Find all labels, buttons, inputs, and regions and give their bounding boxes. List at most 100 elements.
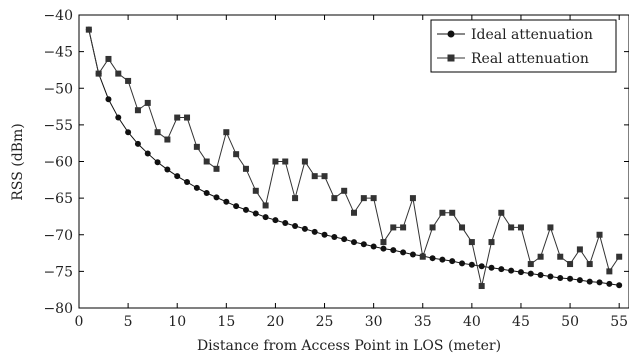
data-point	[478, 263, 485, 270]
y-tick-label: −45	[43, 45, 73, 61]
data-point	[193, 143, 200, 150]
x-axis-title: Distance from Access Point in LOS (meter…	[197, 338, 501, 354]
data-point	[292, 222, 299, 229]
data-point	[468, 261, 475, 268]
data-point	[301, 158, 308, 165]
data-point	[498, 209, 505, 216]
x-tick-label: 35	[414, 314, 432, 330]
legend-item: Ideal attenuation	[437, 27, 593, 43]
data-point	[105, 96, 112, 103]
data-point	[459, 260, 466, 267]
data-point	[341, 236, 348, 243]
data-point	[567, 261, 574, 268]
data-point	[125, 129, 132, 136]
x-tick-label: 15	[217, 314, 235, 330]
legend-box	[430, 19, 617, 73]
y-tick-label: −40	[43, 8, 73, 24]
data-point	[596, 231, 603, 238]
series-ideal	[85, 26, 623, 289]
data-point	[351, 209, 357, 216]
data-point	[154, 129, 161, 136]
data-point	[537, 272, 544, 279]
data-point	[439, 209, 446, 216]
data-point	[341, 187, 348, 194]
data-point	[616, 282, 623, 289]
y-tick-label: −60	[43, 155, 73, 171]
data-point	[233, 203, 240, 210]
y-tick-label: −70	[43, 228, 73, 244]
x-tick-label: 20	[267, 314, 285, 330]
data-point	[282, 220, 289, 227]
data-point	[439, 256, 446, 263]
data-point	[429, 224, 436, 231]
x-tick-label: 45	[512, 314, 530, 330]
data-point	[616, 253, 623, 260]
data-point	[115, 70, 122, 77]
legend-item: Real attenuation	[437, 51, 589, 67]
data-point	[576, 246, 583, 253]
data-point	[478, 283, 485, 290]
x-tick-label: 50	[561, 314, 579, 330]
data-point	[184, 114, 191, 121]
data-point	[105, 55, 112, 62]
data-point	[419, 253, 426, 260]
data-point	[203, 189, 210, 196]
data-point	[390, 247, 397, 254]
y-axis: −80 −75 −70 −65 −60 −55 −50 −45 −40	[43, 8, 629, 317]
data-point	[272, 158, 279, 165]
data-point	[321, 173, 328, 180]
data-point	[223, 129, 230, 136]
y-tick-label: −50	[43, 81, 73, 97]
x-tick-label: 40	[463, 314, 481, 330]
data-point	[134, 140, 141, 147]
data-point	[370, 195, 377, 202]
data-point	[223, 198, 230, 205]
data-point	[321, 231, 328, 238]
data-point	[380, 245, 387, 252]
data-point	[409, 251, 416, 258]
data-point	[262, 202, 269, 209]
data-point	[488, 239, 495, 246]
legend-marker	[447, 30, 455, 38]
data-point	[517, 269, 524, 276]
data-point	[154, 159, 161, 166]
data-point	[449, 258, 456, 265]
data-point	[360, 195, 367, 202]
y-tick-label: −75	[43, 264, 73, 280]
data-point	[360, 241, 367, 248]
data-point	[134, 107, 141, 114]
data-point	[184, 179, 191, 186]
data-point	[606, 268, 613, 275]
data-point	[144, 99, 151, 106]
data-point	[351, 239, 357, 246]
data-point	[272, 217, 279, 224]
data-point	[282, 158, 289, 165]
data-point	[517, 224, 524, 231]
data-point	[262, 214, 269, 221]
data-point	[301, 225, 308, 232]
data-point	[596, 279, 603, 286]
y-tick-label: −55	[43, 118, 73, 134]
legend: Ideal attenuation Real attenuation	[430, 19, 617, 73]
y-axis-title: RSS (dBm)	[10, 123, 26, 200]
data-point	[547, 273, 554, 280]
data-point	[576, 277, 583, 284]
data-point	[311, 173, 318, 180]
data-point	[164, 136, 171, 143]
x-axis: 0 5 10 15 20 25 30 35 40 45 50 55	[75, 15, 628, 330]
data-point	[213, 165, 220, 172]
x-tick-label: 30	[365, 314, 383, 330]
data-point	[380, 239, 387, 246]
y-tick-label: −65	[43, 191, 73, 207]
data-point	[390, 224, 397, 231]
data-point	[85, 26, 92, 33]
data-point	[331, 233, 338, 240]
data-point	[213, 194, 220, 201]
x-tick-label: 0	[75, 314, 84, 330]
data-point	[498, 266, 505, 273]
data-point	[567, 275, 574, 282]
data-point	[95, 70, 102, 77]
data-point	[252, 187, 259, 194]
data-point	[508, 267, 515, 274]
